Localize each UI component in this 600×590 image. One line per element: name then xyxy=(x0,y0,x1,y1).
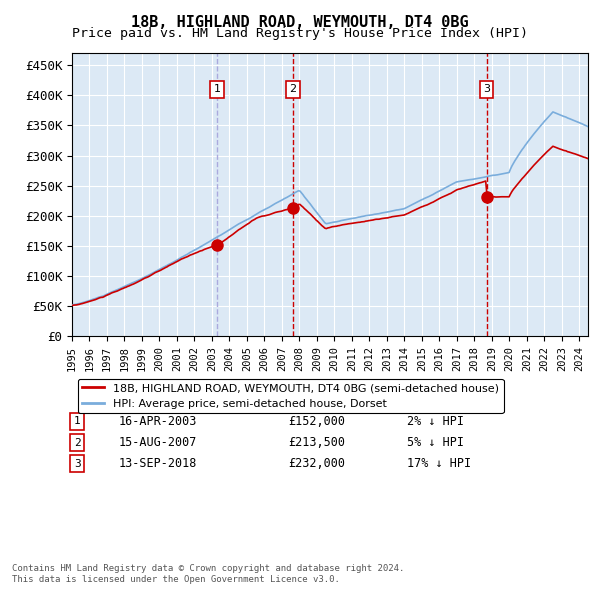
Text: 1: 1 xyxy=(74,417,80,426)
Text: 2: 2 xyxy=(289,84,296,94)
Text: £213,500: £213,500 xyxy=(289,436,346,449)
Text: 17% ↓ HPI: 17% ↓ HPI xyxy=(407,457,472,470)
Text: 13-SEP-2018: 13-SEP-2018 xyxy=(118,457,197,470)
Text: 18B, HIGHLAND ROAD, WEYMOUTH, DT4 0BG: 18B, HIGHLAND ROAD, WEYMOUTH, DT4 0BG xyxy=(131,15,469,30)
Text: 2: 2 xyxy=(74,438,80,447)
Text: 3: 3 xyxy=(74,459,80,468)
Text: £152,000: £152,000 xyxy=(289,415,346,428)
Text: This data is licensed under the Open Government Licence v3.0.: This data is licensed under the Open Gov… xyxy=(12,575,340,584)
Text: Contains HM Land Registry data © Crown copyright and database right 2024.: Contains HM Land Registry data © Crown c… xyxy=(12,565,404,573)
Legend: 18B, HIGHLAND ROAD, WEYMOUTH, DT4 0BG (semi-detached house), HPI: Average price,: 18B, HIGHLAND ROAD, WEYMOUTH, DT4 0BG (s… xyxy=(77,379,503,413)
Text: Price paid vs. HM Land Registry's House Price Index (HPI): Price paid vs. HM Land Registry's House … xyxy=(72,27,528,40)
Text: £232,000: £232,000 xyxy=(289,457,346,470)
Text: 1: 1 xyxy=(214,84,221,94)
Text: 2% ↓ HPI: 2% ↓ HPI xyxy=(407,415,464,428)
Text: 16-APR-2003: 16-APR-2003 xyxy=(118,415,197,428)
Text: 15-AUG-2007: 15-AUG-2007 xyxy=(118,436,197,449)
Text: 5% ↓ HPI: 5% ↓ HPI xyxy=(407,436,464,449)
Text: 3: 3 xyxy=(483,84,490,94)
